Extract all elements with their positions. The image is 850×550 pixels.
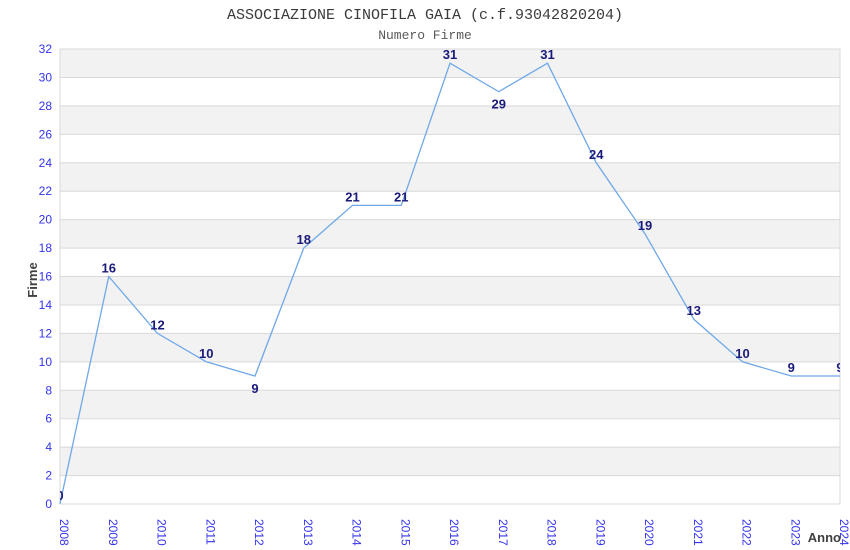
svg-text:24: 24 [589, 147, 604, 162]
svg-text:2: 2 [45, 469, 52, 483]
svg-text:0: 0 [45, 497, 52, 511]
svg-text:19: 19 [638, 218, 652, 233]
svg-text:2017: 2017 [496, 519, 510, 546]
svg-text:0: 0 [56, 488, 63, 503]
svg-text:32: 32 [39, 42, 53, 56]
svg-text:31: 31 [540, 47, 554, 62]
svg-text:2021: 2021 [691, 519, 705, 546]
svg-text:26: 26 [39, 127, 53, 141]
svg-text:18: 18 [39, 241, 53, 255]
svg-text:10: 10 [199, 346, 213, 361]
svg-text:2014: 2014 [350, 519, 364, 546]
svg-text:31: 31 [443, 47, 457, 62]
svg-text:2011: 2011 [203, 519, 217, 545]
svg-text:13: 13 [687, 303, 701, 318]
svg-text:ASSOCIAZIONE CINOFILA GAIA (c.: ASSOCIAZIONE CINOFILA GAIA (c.f.93042820… [227, 7, 623, 24]
svg-text:2012: 2012 [252, 519, 266, 546]
svg-text:28: 28 [39, 99, 53, 113]
svg-text:2008: 2008 [57, 519, 71, 546]
svg-text:9: 9 [836, 360, 843, 375]
svg-text:16: 16 [39, 270, 53, 284]
svg-text:20: 20 [39, 213, 53, 227]
svg-text:9: 9 [251, 381, 258, 396]
svg-text:2016: 2016 [447, 519, 461, 546]
svg-text:2015: 2015 [398, 519, 412, 546]
svg-text:2013: 2013 [301, 519, 315, 546]
svg-text:21: 21 [394, 189, 408, 204]
svg-text:9: 9 [788, 360, 795, 375]
svg-text:18: 18 [297, 232, 311, 247]
svg-text:8: 8 [45, 383, 52, 397]
svg-text:29: 29 [492, 97, 506, 112]
svg-text:2018: 2018 [545, 519, 559, 546]
svg-text:4: 4 [45, 440, 52, 454]
svg-text:2020: 2020 [642, 519, 656, 546]
svg-text:2010: 2010 [155, 519, 169, 546]
svg-text:Numero Firme: Numero Firme [378, 28, 472, 43]
svg-text:22: 22 [39, 184, 53, 198]
svg-text:24: 24 [39, 156, 53, 170]
svg-text:Anno: Anno [808, 530, 841, 545]
svg-text:12: 12 [39, 326, 53, 340]
svg-text:10: 10 [735, 346, 749, 361]
svg-text:14: 14 [39, 298, 53, 312]
svg-text:2009: 2009 [106, 519, 120, 546]
svg-text:Firme: Firme [25, 262, 40, 297]
svg-text:6: 6 [45, 412, 52, 426]
svg-text:2019: 2019 [593, 519, 607, 546]
svg-text:10: 10 [39, 355, 53, 369]
svg-text:2022: 2022 [740, 519, 754, 546]
svg-text:21: 21 [345, 189, 359, 204]
svg-text:30: 30 [39, 70, 53, 84]
svg-text:2023: 2023 [788, 519, 802, 546]
svg-text:16: 16 [102, 261, 116, 276]
svg-text:12: 12 [150, 317, 164, 332]
